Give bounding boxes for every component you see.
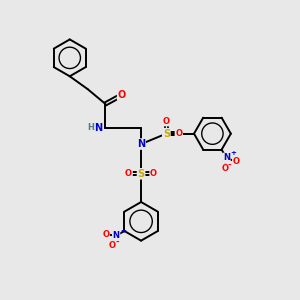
Text: N: N — [137, 139, 145, 149]
Text: O: O — [125, 169, 132, 178]
Text: -: - — [115, 238, 119, 247]
Text: O: O — [102, 230, 109, 239]
Text: S: S — [163, 129, 170, 139]
Text: S: S — [137, 169, 145, 179]
Text: O: O — [175, 129, 182, 138]
Text: O: O — [150, 169, 157, 178]
Text: O: O — [233, 157, 240, 166]
Text: +: + — [120, 228, 126, 234]
Text: N: N — [112, 231, 120, 240]
Text: -: - — [228, 161, 232, 170]
Text: +: + — [230, 150, 236, 156]
Text: O: O — [163, 117, 170, 126]
Text: O: O — [109, 241, 116, 250]
Text: O: O — [221, 164, 228, 173]
Text: O: O — [118, 90, 126, 100]
Text: H: H — [87, 123, 94, 132]
Text: N: N — [223, 153, 230, 162]
Text: N: N — [94, 123, 102, 133]
